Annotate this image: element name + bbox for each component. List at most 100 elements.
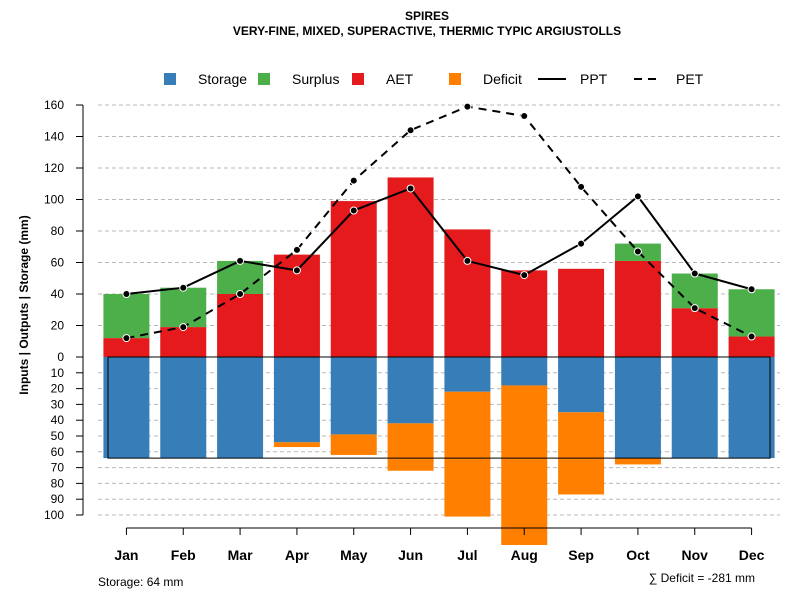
legend-label: PPT xyxy=(580,71,608,87)
aet-bar xyxy=(160,327,207,357)
pet-point xyxy=(406,126,415,135)
ppt-point xyxy=(633,192,642,201)
ppt-point xyxy=(236,256,245,265)
y-tick-label: 120 xyxy=(44,161,64,175)
deficit-bar xyxy=(558,412,605,495)
lines xyxy=(122,102,756,343)
surplus-bar xyxy=(103,294,150,339)
legend-swatch xyxy=(449,73,461,85)
x-tick-label: Feb xyxy=(171,547,196,563)
ppt-point xyxy=(349,206,358,215)
y-axis-label: Inputs | Outputs | Storage (mm) xyxy=(17,215,31,394)
surplus-bar xyxy=(160,287,207,328)
surplus-bar xyxy=(728,289,775,337)
storage-bar xyxy=(273,357,320,443)
deficit-bar xyxy=(614,458,661,465)
surplus-bar xyxy=(671,273,718,309)
y-tick-label: 80 xyxy=(51,224,65,238)
y-tick-label: 0 xyxy=(57,350,64,364)
ppt-point xyxy=(520,271,529,280)
x-tick-label: Jun xyxy=(398,547,423,563)
legend-label: Storage xyxy=(198,71,247,87)
ppt-point xyxy=(577,239,586,248)
ppt-line xyxy=(126,187,752,295)
y-tick-label: 20 xyxy=(51,319,65,333)
chart-title: SPIRES xyxy=(405,9,449,23)
pet-point xyxy=(633,247,642,256)
pet-point xyxy=(577,182,586,191)
bars xyxy=(103,177,775,545)
y-tick-label: 10 xyxy=(51,366,65,380)
y-tick-label: 20 xyxy=(51,382,65,396)
deficit-bar xyxy=(444,391,491,517)
pet-point xyxy=(463,102,472,111)
aet-bar xyxy=(330,201,377,357)
axes: 0204060801001201401601020304050607080901… xyxy=(44,98,765,563)
storage-bar xyxy=(444,357,491,392)
aet-bar xyxy=(103,338,150,357)
legend-label: PET xyxy=(676,71,704,87)
ppt-point xyxy=(747,285,756,294)
pet-point xyxy=(292,245,301,254)
chart-subtitle: VERY-FINE, MIXED, SUPERACTIVE, THERMIC T… xyxy=(233,24,621,38)
aet-bar xyxy=(671,308,718,357)
ppt-point xyxy=(122,290,131,298)
storage-bar xyxy=(501,357,548,386)
x-tick-label: Sep xyxy=(568,547,594,563)
y-tick-label: 90 xyxy=(51,492,65,506)
x-tick-label: Mar xyxy=(228,547,253,563)
legend-swatch xyxy=(258,73,270,85)
x-tick-label: May xyxy=(340,547,367,563)
ppt-point xyxy=(292,266,301,275)
pet-point xyxy=(122,334,131,343)
storage-bar xyxy=(160,357,207,459)
y-tick-label: 70 xyxy=(51,461,65,475)
gridlines xyxy=(98,104,780,516)
storage-capacity-box xyxy=(107,356,771,459)
aet-bar xyxy=(558,268,605,357)
ppt-point xyxy=(463,256,472,265)
x-tick-label: Jul xyxy=(457,547,477,563)
aet-bar xyxy=(387,177,434,357)
x-tick-label: Nov xyxy=(682,547,709,563)
legend-label: Surplus xyxy=(292,71,339,87)
x-tick-label: Aug xyxy=(511,547,538,563)
deficit-bar xyxy=(330,434,377,455)
pet-point xyxy=(179,323,188,332)
y-tick-label: 80 xyxy=(51,476,65,490)
pet-point xyxy=(236,290,245,298)
storage-bar xyxy=(558,357,605,413)
pet-point xyxy=(747,332,756,341)
y-tick-label: 100 xyxy=(44,193,64,207)
aet-bar xyxy=(614,260,661,357)
legend: Storage Surplus AET Deficit PPT PET xyxy=(164,71,704,87)
deficit-bar xyxy=(501,385,548,545)
ppt-point xyxy=(690,269,699,278)
legend-swatch xyxy=(164,73,176,85)
deficit-bar xyxy=(387,423,434,471)
storage-bar xyxy=(387,357,434,424)
deficit-bar xyxy=(273,442,320,448)
storage-bar xyxy=(614,357,661,459)
aet-bar xyxy=(217,294,264,357)
legend-label: Deficit xyxy=(483,71,522,87)
storage-bar xyxy=(728,357,775,459)
x-tick-label: Oct xyxy=(626,547,650,563)
storage-bar xyxy=(103,357,150,459)
y-tick-label: 160 xyxy=(44,98,64,112)
pet-point xyxy=(520,112,529,121)
surplus-bar xyxy=(217,260,264,294)
x-tick-label: Jan xyxy=(114,547,138,563)
pet-point xyxy=(690,304,699,313)
legend-label: AET xyxy=(386,71,414,87)
aet-bar xyxy=(444,229,491,357)
y-tick-label: 140 xyxy=(44,130,64,144)
storage-note: Storage: 64 mm xyxy=(98,575,183,589)
y-tick-label: 60 xyxy=(51,445,65,459)
x-tick-label: Dec xyxy=(739,547,765,563)
storage-bar xyxy=(671,357,718,459)
aet-bar xyxy=(728,336,775,357)
x-tick-label: Apr xyxy=(285,547,310,563)
storage-bar xyxy=(330,357,377,435)
y-tick-label: 100 xyxy=(44,508,64,522)
